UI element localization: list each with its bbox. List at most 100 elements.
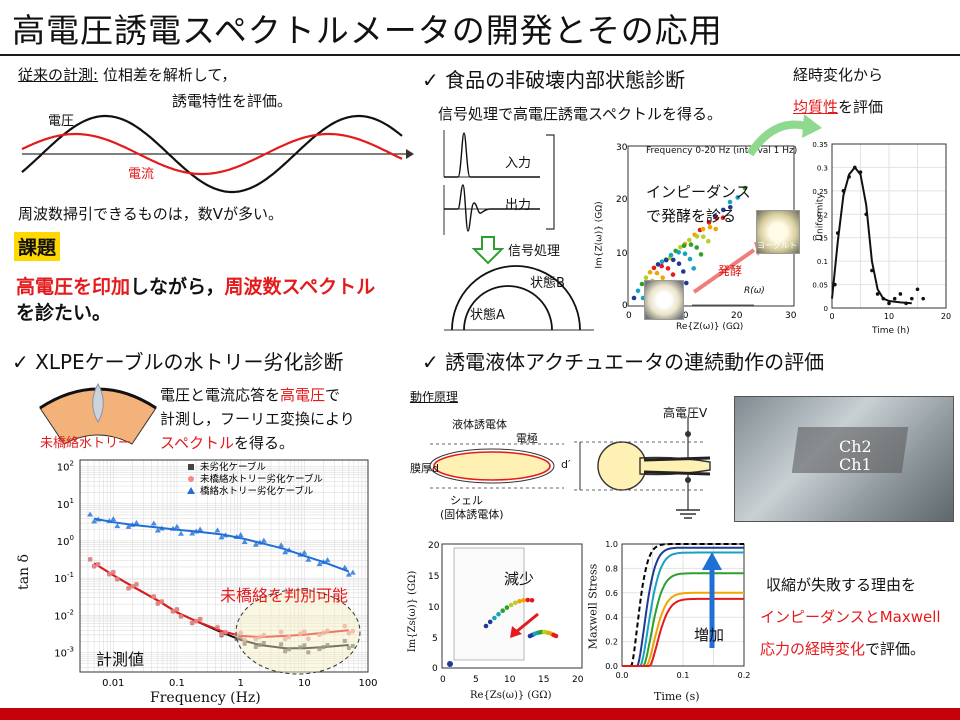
az-point — [483, 623, 489, 629]
td-point-1 — [297, 631, 303, 637]
uni-ytick: 0.05 — [812, 282, 828, 290]
az-ytick-20: 20 — [428, 541, 440, 551]
uni-point — [858, 170, 863, 174]
ms-xtick: 0.1 — [677, 671, 690, 680]
td-point-2 — [305, 556, 312, 562]
uni-point — [881, 296, 886, 301]
imp-xtick-0: 0 — [626, 311, 632, 321]
decrease-label: 減少 — [504, 570, 535, 588]
uni-point — [833, 282, 837, 287]
imp-point — [647, 270, 653, 275]
td-point-1 — [91, 563, 97, 569]
td-point-2 — [193, 528, 200, 534]
maxwell-xlabel: Time (s) — [654, 690, 700, 703]
az-point — [508, 602, 514, 608]
td-point-1 — [126, 586, 131, 591]
uniformity-eval: を評価 — [838, 98, 884, 116]
waveform-diagram — [21, 114, 414, 194]
food-heading: ✓ 食品の非破壊内部状態診断 — [422, 68, 686, 92]
actuator-concl2: インピーダンスとMaxwell — [760, 608, 941, 626]
imp-ytick-10: 10 — [616, 249, 628, 259]
current-label: 電流 — [128, 167, 155, 182]
uni-point — [904, 301, 908, 306]
az-point — [513, 600, 518, 606]
td-point-2 — [237, 532, 244, 538]
imp-point — [676, 250, 681, 255]
td-point-2 — [324, 557, 331, 563]
td-point-1 — [197, 616, 203, 622]
voltage-label: 電圧 — [48, 114, 75, 129]
imp-point — [687, 256, 693, 262]
td-point-2 — [297, 551, 304, 557]
td-point-2 — [95, 516, 102, 522]
az-ytick-5: 5 — [432, 634, 438, 644]
td-point-1 — [286, 634, 292, 640]
imp-point — [720, 215, 726, 220]
actuator-z-xlabel: Re{Zs(ω)} (GΩ) — [470, 690, 552, 701]
imp-point — [659, 263, 664, 269]
td-point-2 — [222, 532, 229, 538]
uni-point — [870, 268, 874, 273]
impedance-note-2: で発酵を診る — [646, 207, 737, 225]
imp-point — [671, 257, 676, 263]
td-point-1 — [342, 623, 348, 629]
xlpe-desc2: 計測し，フーリエ変換により — [160, 410, 355, 428]
uniformity-grid — [832, 144, 946, 308]
legend-marker-1 — [188, 476, 194, 482]
az-xtick-20: 20 — [572, 675, 584, 685]
td-point-2 — [341, 564, 348, 570]
uni-ytick: 0.1 — [817, 258, 828, 266]
az-xtick-5: 5 — [473, 675, 479, 685]
td-xtick: 1 — [237, 678, 243, 689]
imp-point — [728, 205, 733, 210]
imp-point — [714, 215, 719, 221]
maxwell-series — [622, 543, 744, 667]
yogurt-photo — [756, 210, 800, 254]
thickness-label: 膜厚d — [410, 462, 439, 475]
az-point — [529, 598, 535, 603]
ms-ytick: 0.8 — [605, 564, 618, 573]
ms-ytick: 0.0 — [605, 662, 618, 671]
tan-delta-ylabel: tan δ — [15, 554, 32, 590]
issue-line2: を診たい。 — [16, 302, 112, 324]
td-point-1 — [215, 624, 220, 630]
uniformity-yticks: 0 0.05 0.1 0.15 0.2 0.25 0.3 0.35 — [812, 141, 828, 313]
uni-ytick: 0.2 — [817, 211, 828, 219]
imp-ytick-20: 20 — [616, 195, 628, 205]
xlpe-desc3: スペクトルを得る。 — [160, 432, 294, 453]
signal-note: 信号処理で高電圧誘電スペクトルを得る。 — [438, 105, 722, 123]
td-point-2 — [252, 541, 259, 547]
td-point-2 — [301, 549, 308, 555]
fermentation-label: 発酵 — [718, 264, 743, 278]
imp-point — [694, 245, 699, 250]
legend-entry-2: 橋絡水トリー劣化ケーブル — [200, 485, 314, 497]
ms-ytick: 0.6 — [605, 589, 618, 598]
maxwell-stress-plot: 0.0 0.2 0.4 0.6 0.8 1.0 0.0 0.1 0.2 — [605, 540, 750, 680]
uniformity-points — [833, 165, 925, 306]
uniformity-fit-curve — [831, 165, 912, 305]
imp-point — [670, 272, 676, 277]
uni-xtick: 0 — [829, 312, 834, 321]
time-change-note: 経時変化から — [793, 66, 884, 84]
xlpe-desc3-red: スペクトル — [160, 434, 234, 452]
impedance-plot-title: Frequency 0-20 Hz (interval 1 Hz) — [646, 146, 798, 156]
actuator-impedance-points — [447, 597, 559, 667]
td-point-2 — [169, 525, 176, 531]
tan-delta-chart: 102 101 100 10-1 10-2 10-3 0.01 0.1 1 10 100 未劣化ケ… — [54, 459, 378, 689]
imp-point — [691, 266, 696, 271]
increase-arrow — [702, 552, 722, 570]
td-point-1 — [134, 582, 139, 587]
td-point-1 — [346, 630, 352, 636]
imp-point — [694, 234, 700, 239]
maxwell-xticks: 0.0 0.1 0.2 — [616, 671, 750, 680]
imp-point — [687, 237, 692, 243]
ms-line-0 — [622, 543, 744, 667]
imp-point — [664, 257, 669, 263]
ms-xtick: 0.0 — [616, 671, 629, 680]
hv-label: 高電圧V — [663, 406, 708, 420]
output-label: 出力 — [505, 198, 532, 213]
ms-ytick: 0.4 — [605, 613, 618, 622]
td-point-2 — [282, 549, 289, 555]
yogurt-label: ヨーグルト — [757, 241, 797, 250]
td-point-0 — [287, 647, 292, 652]
